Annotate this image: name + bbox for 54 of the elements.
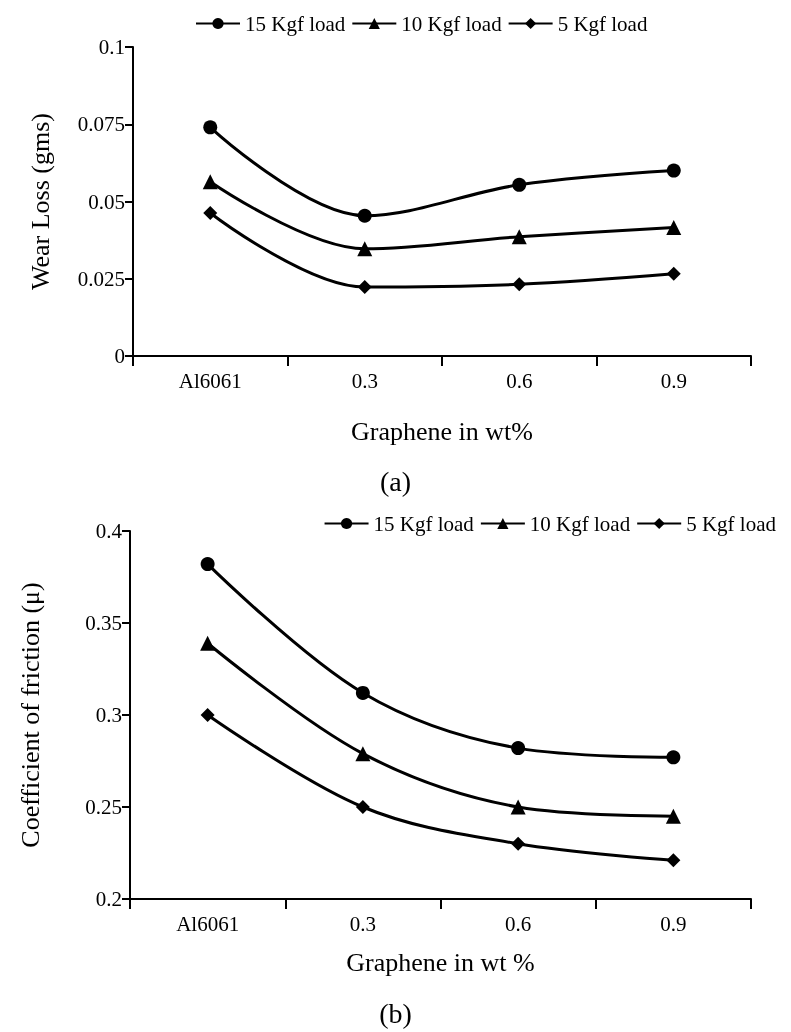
y-tick-label: 0.35 bbox=[85, 611, 122, 635]
point bbox=[355, 685, 370, 700]
legend-label: 15 Kgf load bbox=[245, 11, 346, 36]
y-axis-title: Wear Loss (gms) bbox=[25, 113, 55, 290]
point bbox=[666, 163, 681, 178]
y-tick-label: 0.25 bbox=[85, 795, 122, 819]
legend-label: 10 Kgf load bbox=[401, 11, 503, 36]
y-tick-label: 0.2 bbox=[95, 887, 122, 911]
point bbox=[200, 635, 216, 651]
y-tick-label: 0.1 bbox=[98, 35, 125, 59]
point bbox=[666, 853, 681, 868]
point bbox=[512, 277, 527, 292]
point bbox=[665, 808, 681, 824]
point bbox=[202, 174, 218, 190]
point bbox=[357, 280, 372, 295]
legend-label: 15 Kgf load bbox=[373, 511, 475, 536]
y-tick-label: 0 bbox=[114, 344, 125, 368]
y-tick-label: 0.4 bbox=[95, 519, 123, 543]
legend-label: 10 Kgf load bbox=[529, 511, 631, 536]
point bbox=[200, 557, 215, 572]
point bbox=[510, 799, 526, 815]
point bbox=[203, 120, 218, 135]
x-tick-label: 0.3 bbox=[349, 911, 376, 936]
point bbox=[511, 229, 527, 245]
x-axis-title: Graphene in wt% bbox=[351, 416, 533, 446]
x-tick-label: Al6061 bbox=[176, 911, 240, 936]
x-tick-label: 0.9 bbox=[660, 368, 687, 393]
point bbox=[666, 219, 682, 235]
point bbox=[200, 708, 215, 722]
point bbox=[512, 177, 527, 192]
y-axis-title: Coefficient of friction (μ) bbox=[15, 582, 45, 848]
text: (a) bbox=[379, 465, 412, 497]
point bbox=[203, 205, 218, 220]
point bbox=[357, 241, 373, 257]
point bbox=[355, 800, 370, 814]
x-tick-label: 0.6 bbox=[506, 368, 533, 393]
text: (b) bbox=[379, 997, 412, 1029]
legend-label: 5 Kgf load bbox=[557, 11, 648, 36]
point bbox=[355, 746, 371, 762]
legend-label: 5 Kgf load bbox=[686, 511, 777, 536]
point bbox=[511, 741, 526, 756]
point bbox=[357, 208, 372, 223]
point bbox=[666, 750, 681, 765]
point bbox=[511, 836, 526, 851]
y-tick-label: 0.3 bbox=[95, 703, 122, 727]
x-tick-label: 0.3 bbox=[351, 368, 378, 393]
y-tick-label: 0.075 bbox=[77, 112, 125, 137]
x-axis-title: Graphene in wt % bbox=[346, 947, 535, 977]
x-tick-label: Al6061 bbox=[178, 368, 242, 393]
x-tick-label: 0.9 bbox=[660, 911, 687, 936]
y-tick-label: 0.025 bbox=[77, 266, 125, 291]
point bbox=[666, 266, 681, 281]
x-tick-label: 0.6 bbox=[505, 911, 532, 936]
y-tick-label: 0.05 bbox=[88, 189, 125, 214]
